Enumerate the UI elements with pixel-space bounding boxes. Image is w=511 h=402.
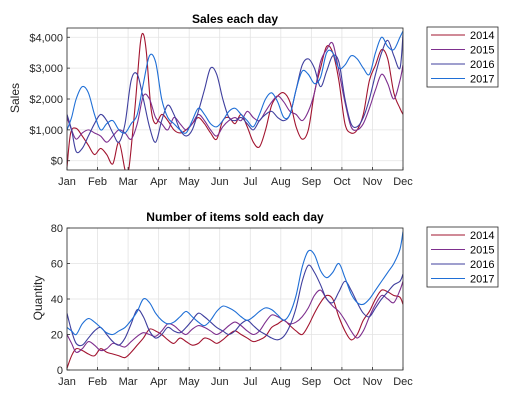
sales-chart-series — [67, 30, 403, 170]
legend-label-2015: 2015 — [470, 245, 494, 257]
x-tick-label: May — [179, 376, 200, 388]
x-tick-label: Jan — [58, 176, 76, 188]
legend-label-2017: 2017 — [470, 274, 494, 286]
quantity-chart-ticks: Jan Feb Mar Apr May Jun Jul Aug Sep Oct Nov Dec 0 20 4… — [51, 223, 414, 388]
y-tick-label: 40 — [51, 294, 63, 306]
legend-label-2016: 2016 — [470, 59, 494, 71]
x-tick-label: Apr — [150, 176, 167, 188]
sales-chart-ylabel: Sales — [8, 83, 22, 113]
x-tick-label: Jun — [211, 376, 229, 388]
x-tick-label: Jun — [211, 176, 229, 188]
x-tick-label: Dec — [393, 376, 413, 388]
series-line-2016 — [67, 264, 403, 347]
sales-chart-ticks: Jan Feb Mar Apr May Jun Jul Aug Sep Oct Nov Dec $0 $1… — [29, 32, 413, 188]
y-tick-label: $4,000 — [29, 32, 63, 44]
sales-chart: Sales each day Sales Jan Feb Mar Apr May Jun J… — [8, 12, 499, 188]
legend-box — [426, 26, 499, 88]
series-line-2017 — [67, 30, 403, 134]
series-line-2015 — [67, 41, 403, 143]
x-tick-label: Mar — [119, 176, 138, 188]
x-tick-label: Nov — [363, 176, 383, 188]
legend-label-2016: 2016 — [470, 259, 494, 271]
x-tick-label: Jul — [243, 176, 257, 188]
x-tick-label: Sep — [302, 376, 322, 388]
y-tick-label: $0 — [51, 156, 63, 168]
quantity-chart: Number of items sold each day Quantity J… — [31, 210, 499, 388]
y-tick-label: 20 — [51, 330, 63, 342]
x-tick-label: Aug — [271, 376, 291, 388]
x-tick-label: Jan — [58, 376, 76, 388]
legend-label-2014: 2014 — [470, 30, 494, 42]
series-line-2015 — [67, 281, 403, 353]
quantity-chart-title: Number of items sold each day — [146, 210, 324, 224]
x-tick-label: Jul — [243, 376, 257, 388]
quantity-chart-series — [67, 231, 403, 369]
x-tick-label: Dec — [393, 176, 413, 188]
x-tick-label: Oct — [333, 376, 350, 388]
y-tick-label: $1,000 — [29, 125, 63, 137]
quantity-chart-legend: 2014 2015 2016 2017 — [426, 226, 499, 288]
x-tick-label: Feb — [88, 176, 107, 188]
series-line-2017 — [67, 231, 403, 336]
y-tick-label: 0 — [57, 365, 63, 377]
legend-label-2017: 2017 — [470, 74, 494, 86]
y-tick-label: $2,000 — [29, 94, 63, 106]
y-tick-label: 60 — [51, 259, 63, 271]
x-tick-label: Sep — [302, 176, 322, 188]
x-tick-label: Oct — [333, 176, 350, 188]
legend-box — [426, 226, 499, 288]
sales-chart-legend: 2014 2015 2016 2017 — [426, 26, 499, 88]
quantity-chart-ylabel: Quantity — [31, 276, 45, 321]
series-line-2016 — [67, 34, 403, 154]
y-tick-label: $3,000 — [29, 63, 63, 75]
x-tick-label: Apr — [150, 376, 167, 388]
x-tick-label: Nov — [363, 376, 383, 388]
legend-label-2014: 2014 — [470, 230, 494, 242]
x-tick-label: May — [179, 176, 200, 188]
y-tick-label: 80 — [51, 223, 63, 235]
x-tick-label: Mar — [119, 376, 138, 388]
x-tick-label: Aug — [271, 176, 291, 188]
series-line-2014 — [67, 32, 403, 170]
legend-label-2015: 2015 — [470, 45, 494, 57]
sales-chart-title: Sales each day — [192, 12, 278, 26]
x-tick-label: Feb — [88, 376, 107, 388]
